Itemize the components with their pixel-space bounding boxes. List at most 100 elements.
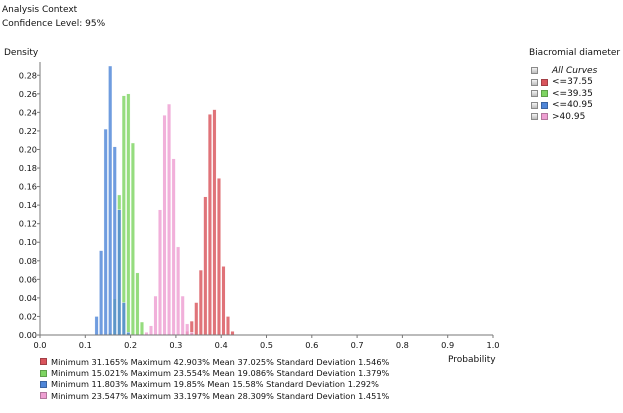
stats-row: Minimum 31.165% Maximum 42.903% Mean 37.… (40, 356, 389, 367)
legend-item-series-3[interactable]: >40.95 (531, 111, 620, 123)
y-tick-label: 0.24 (19, 107, 37, 117)
histogram-bar (162, 114, 167, 336)
y-tick-label: 0.10 (19, 237, 37, 247)
stats-text: Minimum 23.547% Maximum 33.197% Mean 28.… (51, 390, 390, 401)
y-tick-label: 0.18 (19, 163, 37, 173)
stats-swatch (40, 380, 47, 388)
legend-label: <=39.35 (552, 88, 593, 99)
histogram-bar (207, 114, 212, 336)
x-tick-label: 0.5 (260, 340, 273, 350)
y-tick-label: 0.14 (19, 200, 37, 210)
x-tick-label: 0.1 (79, 340, 92, 350)
stats-row: Minimum 15.021% Maximum 23.554% Mean 19.… (40, 367, 389, 378)
histogram-bar (176, 246, 181, 336)
histogram-bar (135, 272, 140, 336)
y-tick-label: 0.28 (19, 70, 37, 80)
legend-spacer (541, 67, 548, 74)
legend-swatch (541, 78, 548, 86)
stats-row: Minimum 11.803% Maximum 19.85% Mean 15.5… (40, 379, 389, 390)
histogram-bar (212, 109, 217, 336)
stats-text: Minimum 15.021% Maximum 23.554% Mean 19.… (51, 368, 390, 379)
x-tick-label: 0.6 (305, 340, 318, 350)
legend-label: <=37.55 (552, 77, 593, 88)
histogram-bar (185, 323, 190, 336)
legend-swatch (541, 113, 548, 121)
histogram-bar (121, 302, 126, 336)
histogram-bar (158, 209, 163, 336)
stats-swatch (40, 358, 47, 366)
y-tick-label: 0.16 (19, 182, 37, 192)
legend-checkbox[interactable] (531, 113, 538, 121)
series-3-bars (144, 103, 194, 336)
histogram-bar (230, 331, 235, 336)
legend-swatch (541, 101, 548, 109)
y-tick-label: 0.06 (19, 274, 37, 284)
legend-item-series-0[interactable]: <=37.55 (531, 77, 620, 89)
legend-item-series-1[interactable]: <=39.35 (531, 88, 620, 100)
y-tick-label: 0.12 (19, 219, 37, 229)
histogram-bar (112, 146, 117, 336)
x-tick-label: 0.3 (169, 340, 182, 350)
y-tick-label: 0.02 (19, 311, 37, 321)
legend-checkbox[interactable] (531, 67, 538, 75)
legend-item-all-curves[interactable]: All Curves (531, 65, 620, 77)
legend-checkbox[interactable] (531, 90, 538, 98)
legend-label: All Curves (552, 65, 598, 76)
y-tick-label: 0.26 (19, 89, 37, 99)
x-tick-label: 0.4 (215, 340, 228, 350)
histogram-bar (221, 266, 226, 336)
x-tick-label: 1.0 (486, 340, 499, 350)
histogram-bar (153, 295, 158, 336)
stats-row: Minimum 23.547% Maximum 33.197% Mean 28.… (40, 390, 389, 401)
histogram-bar (167, 103, 172, 336)
histogram-bar (99, 250, 104, 336)
legend: Biacromial diameter All Curves <=37.55 <=… (529, 48, 620, 123)
legend-checkbox[interactable] (531, 78, 538, 86)
histogram-bar (108, 65, 113, 336)
x-tick-label: 0.8 (396, 340, 409, 350)
x-tick-label: 0.0 (33, 340, 46, 350)
analysis-context-title: Analysis Context (2, 5, 78, 15)
legend-item-series-2[interactable]: <=40.95 (531, 100, 620, 112)
histogram-bar (226, 316, 230, 336)
x-axis-label: Probability (448, 355, 496, 365)
x-tick-label: 0.2 (124, 340, 137, 350)
confidence-level-label: Confidence Level: 95% (2, 19, 106, 29)
legend-label: <=40.95 (552, 100, 593, 111)
legend-title: Biacromial diameter (529, 48, 621, 58)
histogram-bar (130, 142, 135, 336)
histogram-bar (149, 325, 153, 336)
histogram-bar (94, 316, 99, 336)
stats-text: Minimum 11.803% Maximum 19.85% Mean 15.5… (51, 379, 379, 390)
histogram-bar (194, 302, 199, 336)
y-tick-label: 0.20 (19, 144, 37, 154)
histogram-bar (216, 178, 221, 336)
histogram-bar (203, 196, 208, 336)
x-tick-label: 0.7 (351, 340, 364, 350)
histogram-bar (171, 158, 176, 336)
histogram-bar (103, 128, 108, 336)
stats-swatch (40, 369, 47, 377)
y-tick-label: 0.00 (19, 330, 37, 340)
statistics-summary: Minimum 31.165% Maximum 42.903% Mean 37.… (40, 356, 389, 402)
y-tick-label: 0.08 (19, 256, 37, 266)
y-axis-label: Density (4, 48, 39, 58)
series-0-bars (180, 109, 235, 336)
y-tick-label: 0.22 (19, 126, 37, 136)
histogram-bar (198, 269, 203, 336)
bars-layer (94, 65, 235, 336)
legend-checkbox[interactable] (531, 101, 538, 109)
axes-layer: 0.00 0.02 0.04 0.06 0.08 0.10 0.12 0.14 0.16 0.18… (19, 62, 500, 350)
legend-label: >40.95 (552, 111, 586, 122)
histogram-bar (117, 209, 122, 336)
legend-swatch (541, 90, 548, 98)
stats-swatch (40, 392, 47, 400)
histogram-bar (121, 95, 126, 336)
x-tick-label: 0.9 (441, 340, 454, 350)
stats-text: Minimum 31.165% Maximum 42.903% Mean 37.… (51, 356, 390, 367)
histogram-bar (139, 321, 144, 336)
y-tick-label: 0.04 (19, 293, 37, 303)
histogram-bar (126, 93, 131, 336)
histogram-bar (180, 295, 185, 336)
